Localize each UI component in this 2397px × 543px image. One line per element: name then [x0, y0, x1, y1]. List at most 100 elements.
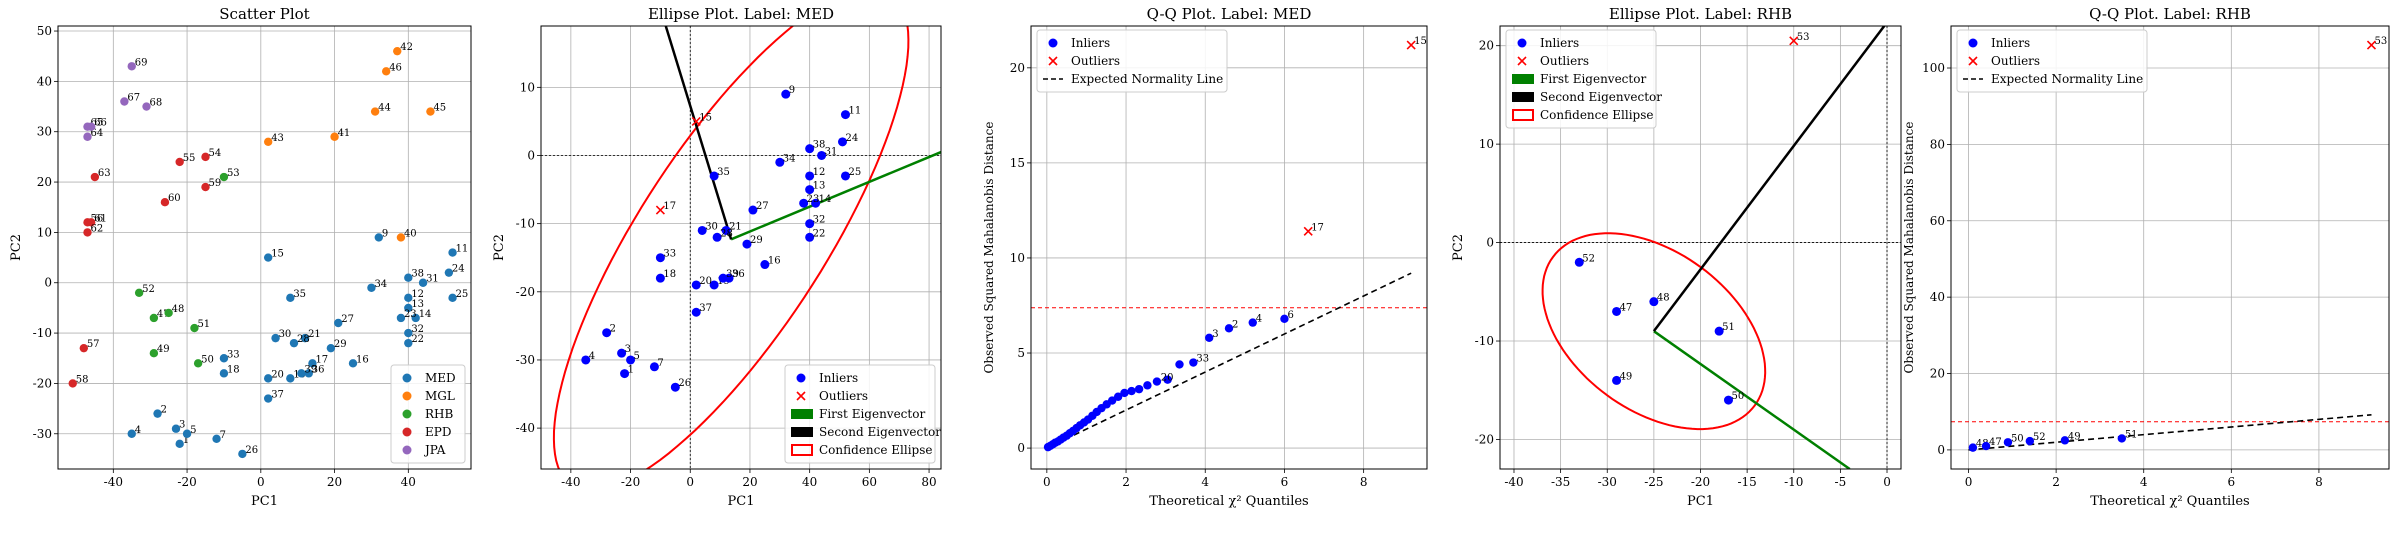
inlier-point	[721, 225, 731, 235]
y-tick-label: 40	[1930, 290, 1945, 304]
x-tick-label: 4	[2140, 475, 2148, 489]
point-label: 26	[245, 445, 258, 456]
point-label: 1	[183, 435, 189, 446]
inlier-point	[1189, 358, 1198, 367]
inlier-point	[1107, 396, 1117, 405]
data-point	[83, 228, 92, 237]
inlier-point	[840, 110, 850, 120]
y-axis-label: PC2	[1451, 234, 1466, 261]
point-label: 66	[94, 118, 107, 129]
point-label: 3	[1212, 329, 1218, 340]
data-point	[86, 122, 96, 131]
point-label: 51	[1722, 322, 1735, 333]
data-point	[263, 394, 273, 403]
data-point	[193, 359, 203, 368]
legend-marker	[791, 427, 813, 437]
point-label: 17	[1311, 222, 1324, 233]
point-label: 23	[807, 194, 820, 205]
point-label: 62	[91, 223, 104, 234]
point-label: 43	[271, 133, 284, 144]
panel-title: Scatter Plot	[219, 5, 309, 23]
x-tick-label: 6	[2227, 475, 2235, 489]
point-label: 11	[456, 244, 469, 255]
point-label: 55	[183, 153, 196, 164]
outlier-point	[1789, 36, 1799, 46]
point-label: 17	[315, 354, 328, 365]
legend-label: RHB	[425, 407, 454, 421]
point-label: 41	[338, 128, 351, 139]
point-label: 49	[157, 344, 170, 355]
axes-frame	[57, 25, 472, 470]
point-label: 13	[411, 299, 424, 310]
point-label: 12	[411, 289, 424, 300]
y-tick-label: 10	[37, 225, 52, 239]
point-label: 39	[726, 269, 739, 280]
data-point	[142, 102, 151, 111]
point-label: 28	[297, 334, 310, 345]
legend-marker	[1517, 56, 1527, 66]
axes-frame	[540, 25, 942, 470]
x-axis-label: PC1	[1687, 494, 1714, 509]
inlier-point	[760, 260, 770, 270]
point-label: 33	[663, 249, 676, 260]
outlier-stroke	[1048, 56, 1058, 66]
legend-label: Expected Normality Line	[1071, 72, 1223, 86]
data-point	[348, 359, 358, 368]
point-label: 13	[813, 181, 826, 192]
inlier-point	[817, 150, 827, 160]
x-tick-label: -25	[1644, 475, 1663, 489]
inlier-point	[1714, 326, 1724, 336]
legend-marker	[796, 391, 806, 401]
point-label: 29	[334, 339, 347, 350]
legend-marker	[1512, 74, 1534, 84]
x-tick-label: 0	[1043, 475, 1051, 489]
outlier-point	[691, 116, 701, 126]
y-tick-label: 5	[1017, 346, 1025, 360]
point-label: 14	[419, 309, 432, 320]
point-label: 45	[433, 103, 446, 114]
x-tick-label: 8	[1360, 475, 1368, 489]
x-tick-label: -35	[1551, 475, 1570, 489]
inlier-point	[1113, 392, 1123, 401]
point-label: 25	[848, 167, 861, 178]
y-tick-label: 10	[1479, 137, 1494, 151]
data-point	[263, 137, 273, 146]
point-label: 52	[1582, 253, 1595, 264]
inlier-point	[1224, 324, 1234, 333]
legend-label: First Eigenvector	[819, 407, 925, 421]
point-label: 48	[172, 304, 185, 315]
point-label: 61	[94, 213, 107, 224]
data-point	[201, 152, 210, 162]
point-label: 6	[1287, 310, 1293, 321]
point-label: 16	[356, 354, 369, 365]
inlier-point	[1248, 318, 1257, 327]
x-tick-label: 40	[802, 475, 817, 489]
x-tick-label: 0	[1883, 475, 1891, 489]
grid	[58, 26, 471, 469]
point-label: 37	[271, 390, 284, 401]
point-label: 47	[157, 309, 170, 320]
data-point	[418, 278, 428, 287]
point-label: 3	[625, 344, 631, 355]
data-point	[182, 429, 192, 438]
point-label: 33	[1196, 354, 1209, 365]
legend-label: Second Eigenvector	[819, 425, 941, 439]
point-label: 3	[179, 420, 185, 431]
data-point	[404, 273, 413, 282]
inlier-point	[1134, 384, 1144, 394]
inlier-point	[1574, 257, 1584, 267]
x-axis-label: PC1	[728, 494, 755, 509]
point-label: 49	[2068, 431, 2081, 442]
x-tick-label: -40	[104, 475, 123, 489]
point-label: 58	[76, 374, 89, 385]
data-point	[444, 268, 454, 277]
point-label: 34	[783, 153, 796, 164]
point-label: 7	[657, 358, 663, 369]
data-point	[297, 369, 306, 378]
y-axis-label: Observed Squared Mahalanobis Distance	[1902, 122, 1916, 374]
inlier-point	[655, 253, 665, 263]
inlier-point	[1981, 441, 1991, 451]
legend-marker	[402, 373, 412, 383]
inlier-point	[649, 362, 659, 372]
x-tick-label: 4	[1201, 475, 1209, 489]
